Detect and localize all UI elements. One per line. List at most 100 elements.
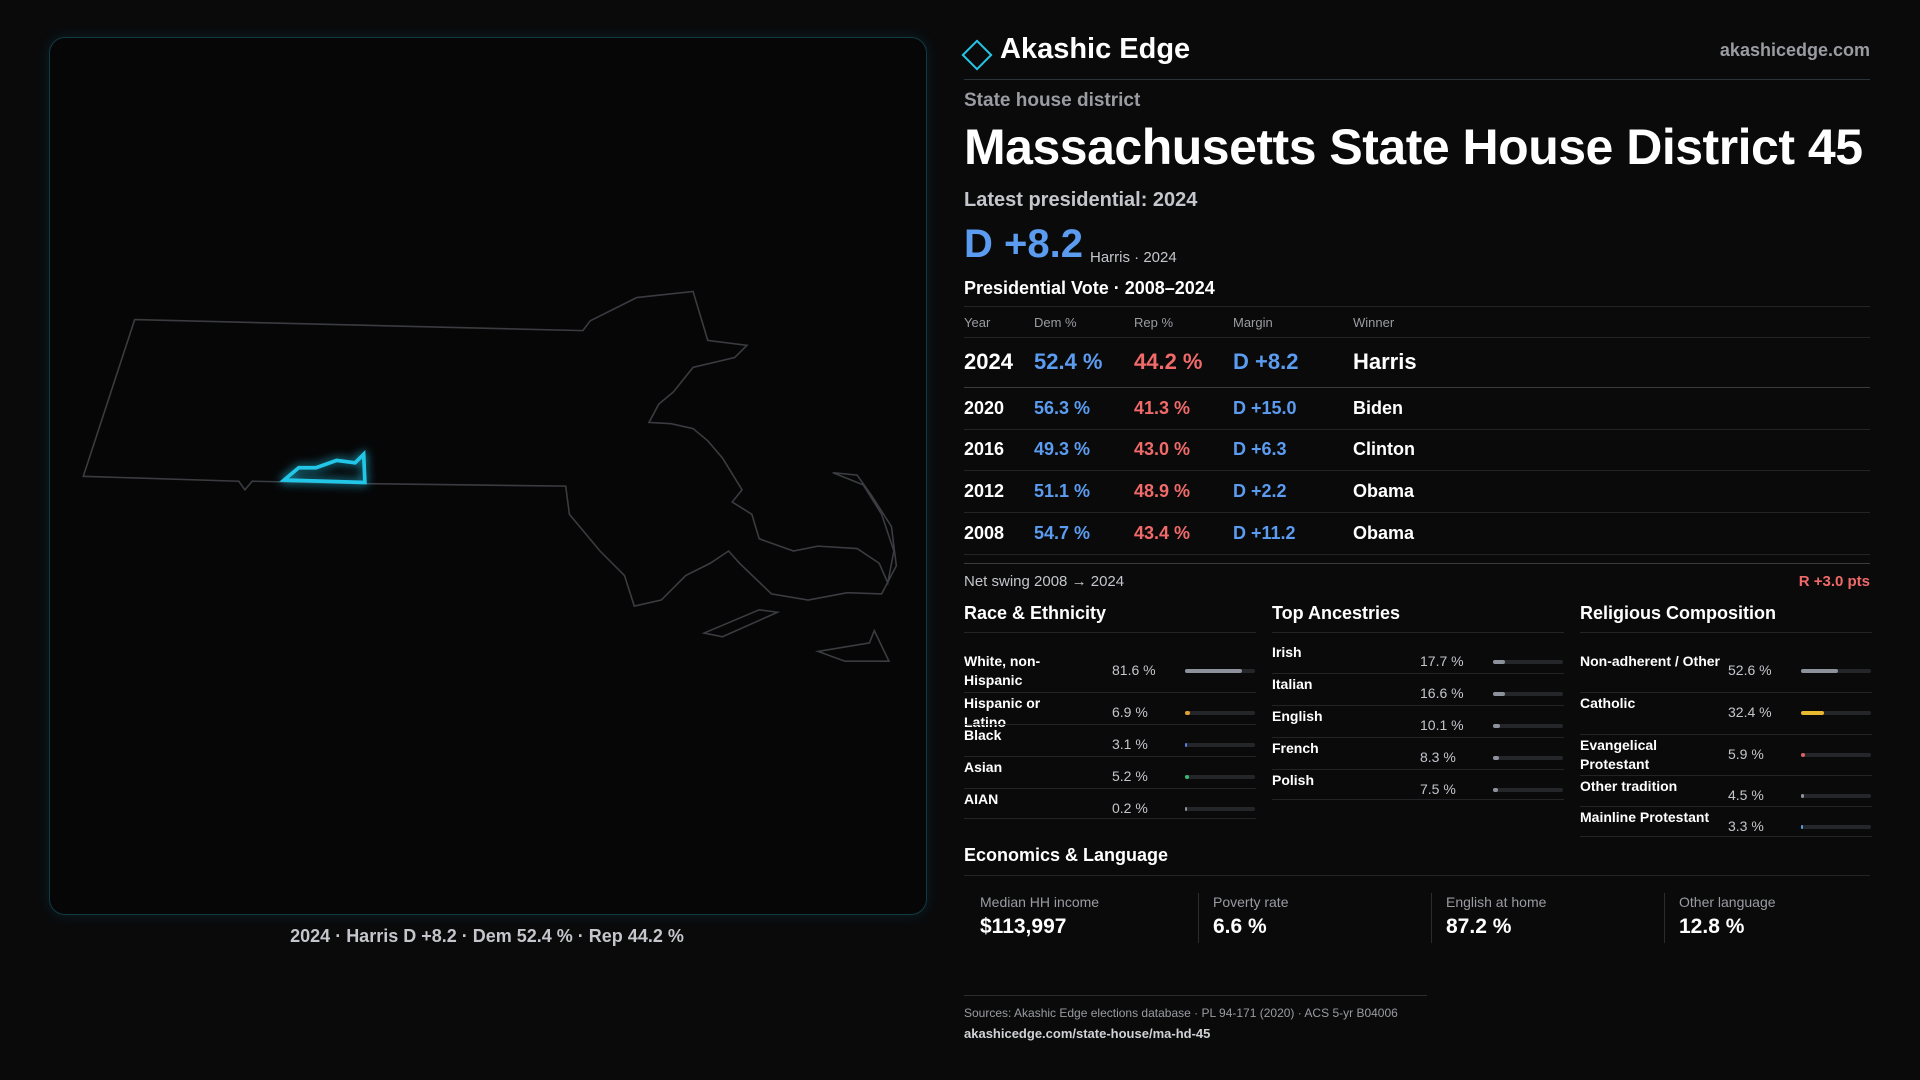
caption: 2024 · Harris D +8.2 · Dem 52.4 % · Rep … — [290, 926, 684, 946]
rule — [1272, 705, 1564, 706]
separator — [1431, 893, 1432, 943]
rule — [964, 563, 1870, 564]
rule — [964, 306, 1870, 307]
rule — [1580, 806, 1872, 807]
bar — [1185, 807, 1187, 811]
row-label: French — [1272, 740, 1319, 756]
bar — [1493, 724, 1501, 728]
source-url: akashicedge.com/state-house/ma-hd-45 — [964, 1026, 1211, 1041]
table-cell: 54.7 % — [1034, 523, 1091, 543]
bar-track — [1493, 692, 1563, 696]
swing-label: Net swing 2008 → 2024 — [964, 573, 1125, 590]
bar — [1185, 669, 1243, 673]
row-label: Polish — [1272, 772, 1315, 788]
table-cell: 2024 — [964, 349, 1013, 374]
column-header: Rep % — [1134, 315, 1174, 330]
table-cell: 2012 — [964, 481, 1005, 501]
bar-track — [1801, 794, 1871, 798]
row-label: AIAN — [964, 791, 999, 807]
rule — [964, 818, 1256, 819]
column-header: Year — [964, 315, 991, 330]
table-cell: D +11.2 — [1233, 523, 1296, 543]
bar-track — [1185, 743, 1255, 747]
rule — [1272, 769, 1564, 770]
district-outline — [279, 450, 367, 485]
column-header: Dem % — [1034, 315, 1077, 330]
value-label: 32.4 % — [1728, 704, 1772, 720]
bar-track — [1185, 711, 1255, 715]
separator — [1198, 893, 1199, 943]
table-title: Presidential Vote · 2008–2024 — [964, 278, 1215, 298]
column-header: Winner — [1353, 315, 1395, 330]
table-cell: Obama — [1353, 523, 1415, 543]
panel-title: Religious Composition — [1580, 603, 1776, 623]
row-label: Italian — [1272, 676, 1313, 692]
brand-icon — [961, 39, 993, 71]
panel-title: Race & Ethnicity — [964, 603, 1107, 623]
bar — [1185, 711, 1190, 715]
row-label: Catholic — [1580, 695, 1636, 711]
value-label: 5.2 % — [1112, 768, 1148, 784]
row-label: Hispanic or Latino — [964, 695, 1041, 730]
row-label: White, non-Hispanic — [964, 653, 1041, 688]
rule — [964, 875, 1870, 876]
rule — [964, 692, 1256, 693]
bar — [1801, 669, 1838, 673]
rule — [964, 632, 1256, 633]
bar-track — [1801, 825, 1871, 829]
rule — [964, 788, 1256, 789]
row-label: Irish — [1272, 644, 1302, 660]
rule — [964, 387, 1870, 388]
stat-label: Poverty rate — [1213, 894, 1289, 910]
value-label: 6.9 % — [1112, 704, 1148, 720]
stat-value: 6.6 % — [1213, 915, 1267, 938]
rule — [964, 724, 1256, 725]
table-cell: 52.4 % — [1034, 349, 1103, 374]
rule — [1580, 734, 1872, 735]
bar-track — [1493, 724, 1563, 728]
table-cell: Biden — [1353, 398, 1404, 418]
rule — [1580, 692, 1872, 693]
table-cell: D +15.0 — [1233, 398, 1297, 418]
bar-track — [1493, 756, 1563, 760]
rule — [1580, 632, 1872, 633]
island — [814, 628, 891, 663]
rule — [964, 512, 1870, 513]
value-label: 10.1 % — [1420, 717, 1464, 733]
bar-track — [1185, 807, 1255, 811]
value-label: 81.6 % — [1112, 662, 1156, 678]
table-cell: 44.2 % — [1134, 349, 1203, 374]
bar-track — [1493, 788, 1563, 792]
title: Massachusetts State House District 45 — [964, 119, 1863, 175]
panel-title: Top Ancestries — [1272, 603, 1401, 623]
bar — [1493, 692, 1505, 696]
rule — [964, 337, 1870, 338]
value-label: 3.3 % — [1728, 818, 1764, 834]
row-label: Other tradition — [1580, 778, 1678, 794]
rule — [964, 470, 1870, 471]
bar-track — [1185, 775, 1255, 779]
row-label: English — [1272, 708, 1323, 724]
column-header: Margin — [1233, 315, 1273, 330]
swing-value: R +3.0 pts — [1798, 573, 1870, 590]
bar-track — [1801, 711, 1871, 715]
stat-value: 87.2 % — [1446, 915, 1512, 938]
section-title: Economics & Language — [964, 845, 1169, 865]
kicker: State house district — [964, 90, 1141, 111]
margin-note: Harris · 2024 — [1090, 249, 1177, 266]
stat-label: Median HH income — [980, 894, 1100, 910]
state-outline — [82, 290, 898, 608]
bar — [1493, 660, 1506, 664]
rule — [1580, 836, 1872, 837]
rule — [1272, 632, 1564, 633]
table-cell: 2008 — [964, 523, 1005, 543]
value-label: 16.6 % — [1420, 685, 1464, 701]
table-cell: 49.3 % — [1034, 439, 1091, 459]
table-cell: Clinton — [1353, 439, 1415, 459]
value-label: 3.1 % — [1112, 736, 1148, 752]
value-label: 5.9 % — [1728, 746, 1764, 762]
table-cell: 48.9 % — [1134, 481, 1191, 501]
value-label: 52.6 % — [1728, 662, 1772, 678]
rule — [964, 756, 1256, 757]
